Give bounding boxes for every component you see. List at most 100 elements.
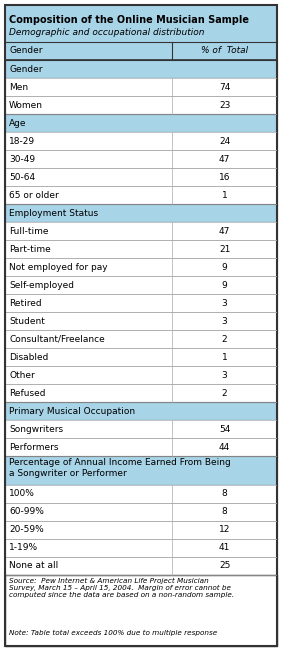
Bar [5,78,172,96]
Bar [5,521,172,539]
Text: 60-99%: 60-99% [9,507,44,516]
Text: 9: 9 [222,281,228,290]
Bar [5,402,277,421]
Bar [5,294,172,312]
Bar [172,503,277,521]
Text: Men: Men [9,83,28,92]
Text: Age: Age [9,118,27,128]
Text: 8: 8 [222,490,228,498]
Text: 2: 2 [222,389,228,398]
Bar [5,150,172,168]
Text: 3: 3 [222,317,228,326]
Text: 1-19%: 1-19% [9,544,38,552]
Bar [172,438,277,456]
Bar [5,503,172,521]
Bar [5,330,172,348]
Text: 3: 3 [222,299,228,308]
Bar [172,78,277,96]
Text: 12: 12 [219,525,230,534]
Text: Other: Other [9,371,35,380]
Bar [172,485,277,503]
Text: Self-employed: Self-employed [9,281,74,290]
Text: Student: Student [9,317,45,326]
Bar [5,240,172,258]
Bar [172,240,277,258]
Bar [5,276,172,294]
Bar [5,384,172,402]
Text: 47: 47 [219,154,230,163]
Bar [172,521,277,539]
Bar [172,276,277,294]
Bar [5,421,172,438]
Bar [5,132,172,150]
Bar [172,384,277,402]
Text: Performers: Performers [9,443,58,452]
Text: Not employed for pay: Not employed for pay [9,263,108,271]
Text: 23: 23 [219,100,230,109]
Bar [5,5,277,60]
Text: 8: 8 [222,507,228,516]
Bar [172,222,277,240]
Text: 16: 16 [219,173,230,182]
Text: 74: 74 [219,83,230,92]
Bar [5,258,172,276]
Bar [5,222,172,240]
Text: 21: 21 [219,245,230,254]
Text: Full-time: Full-time [9,227,49,236]
Text: Percentage of Annual Income Earned From Being
a Songwriter or Performer: Percentage of Annual Income Earned From … [9,458,231,478]
Bar [172,421,277,438]
Text: 1: 1 [222,353,228,362]
Text: 44: 44 [219,443,230,452]
Bar [5,456,277,485]
Text: 100%: 100% [9,490,35,498]
Text: Disabled: Disabled [9,353,49,362]
Text: Gender: Gender [9,46,43,55]
Text: Note: Table total exceeds 100% due to multiple response: Note: Table total exceeds 100% due to mu… [9,630,217,636]
Text: 30-49: 30-49 [9,154,35,163]
Text: Demographic and occupational distribution: Demographic and occupational distributio… [9,28,204,37]
Text: Refused: Refused [9,389,45,398]
Text: 41: 41 [219,544,230,552]
Text: Source:  Pew Internet & American Life Project Musician
Survey, March 15 – April : Source: Pew Internet & American Life Pro… [9,578,234,598]
Bar [5,312,172,330]
Bar [172,168,277,186]
Bar [5,367,172,384]
Text: 50-64: 50-64 [9,173,35,182]
Bar [5,438,172,456]
Text: 3: 3 [222,371,228,380]
Bar [172,132,277,150]
Text: 2: 2 [222,335,228,344]
Text: None at all: None at all [9,561,58,570]
Bar [5,575,277,646]
Text: 18-29: 18-29 [9,137,35,146]
Text: 9: 9 [222,263,228,271]
Text: 65 or older: 65 or older [9,191,59,200]
Bar [172,330,277,348]
Bar [172,186,277,204]
Bar [5,114,277,132]
Text: Primary Musical Occupation: Primary Musical Occupation [9,407,135,416]
Bar [5,539,172,557]
Bar [172,348,277,367]
Bar [5,168,172,186]
Text: 54: 54 [219,425,230,434]
Bar [172,96,277,114]
Text: Consultant/Freelance: Consultant/Freelance [9,335,105,344]
Bar [172,557,277,575]
Text: 25: 25 [219,561,230,570]
Bar [172,258,277,276]
Text: Retired: Retired [9,299,42,308]
Bar [5,186,172,204]
Bar [5,557,172,575]
Bar [172,312,277,330]
Text: Composition of the Online Musician Sample: Composition of the Online Musician Sampl… [9,15,249,25]
Bar [5,348,172,367]
Text: 47: 47 [219,227,230,236]
Text: % of  Total: % of Total [201,46,248,55]
Bar [5,204,277,222]
Text: 20-59%: 20-59% [9,525,44,534]
Text: Women: Women [9,100,43,109]
Bar [5,60,277,78]
Bar [5,485,172,503]
Bar [5,96,172,114]
